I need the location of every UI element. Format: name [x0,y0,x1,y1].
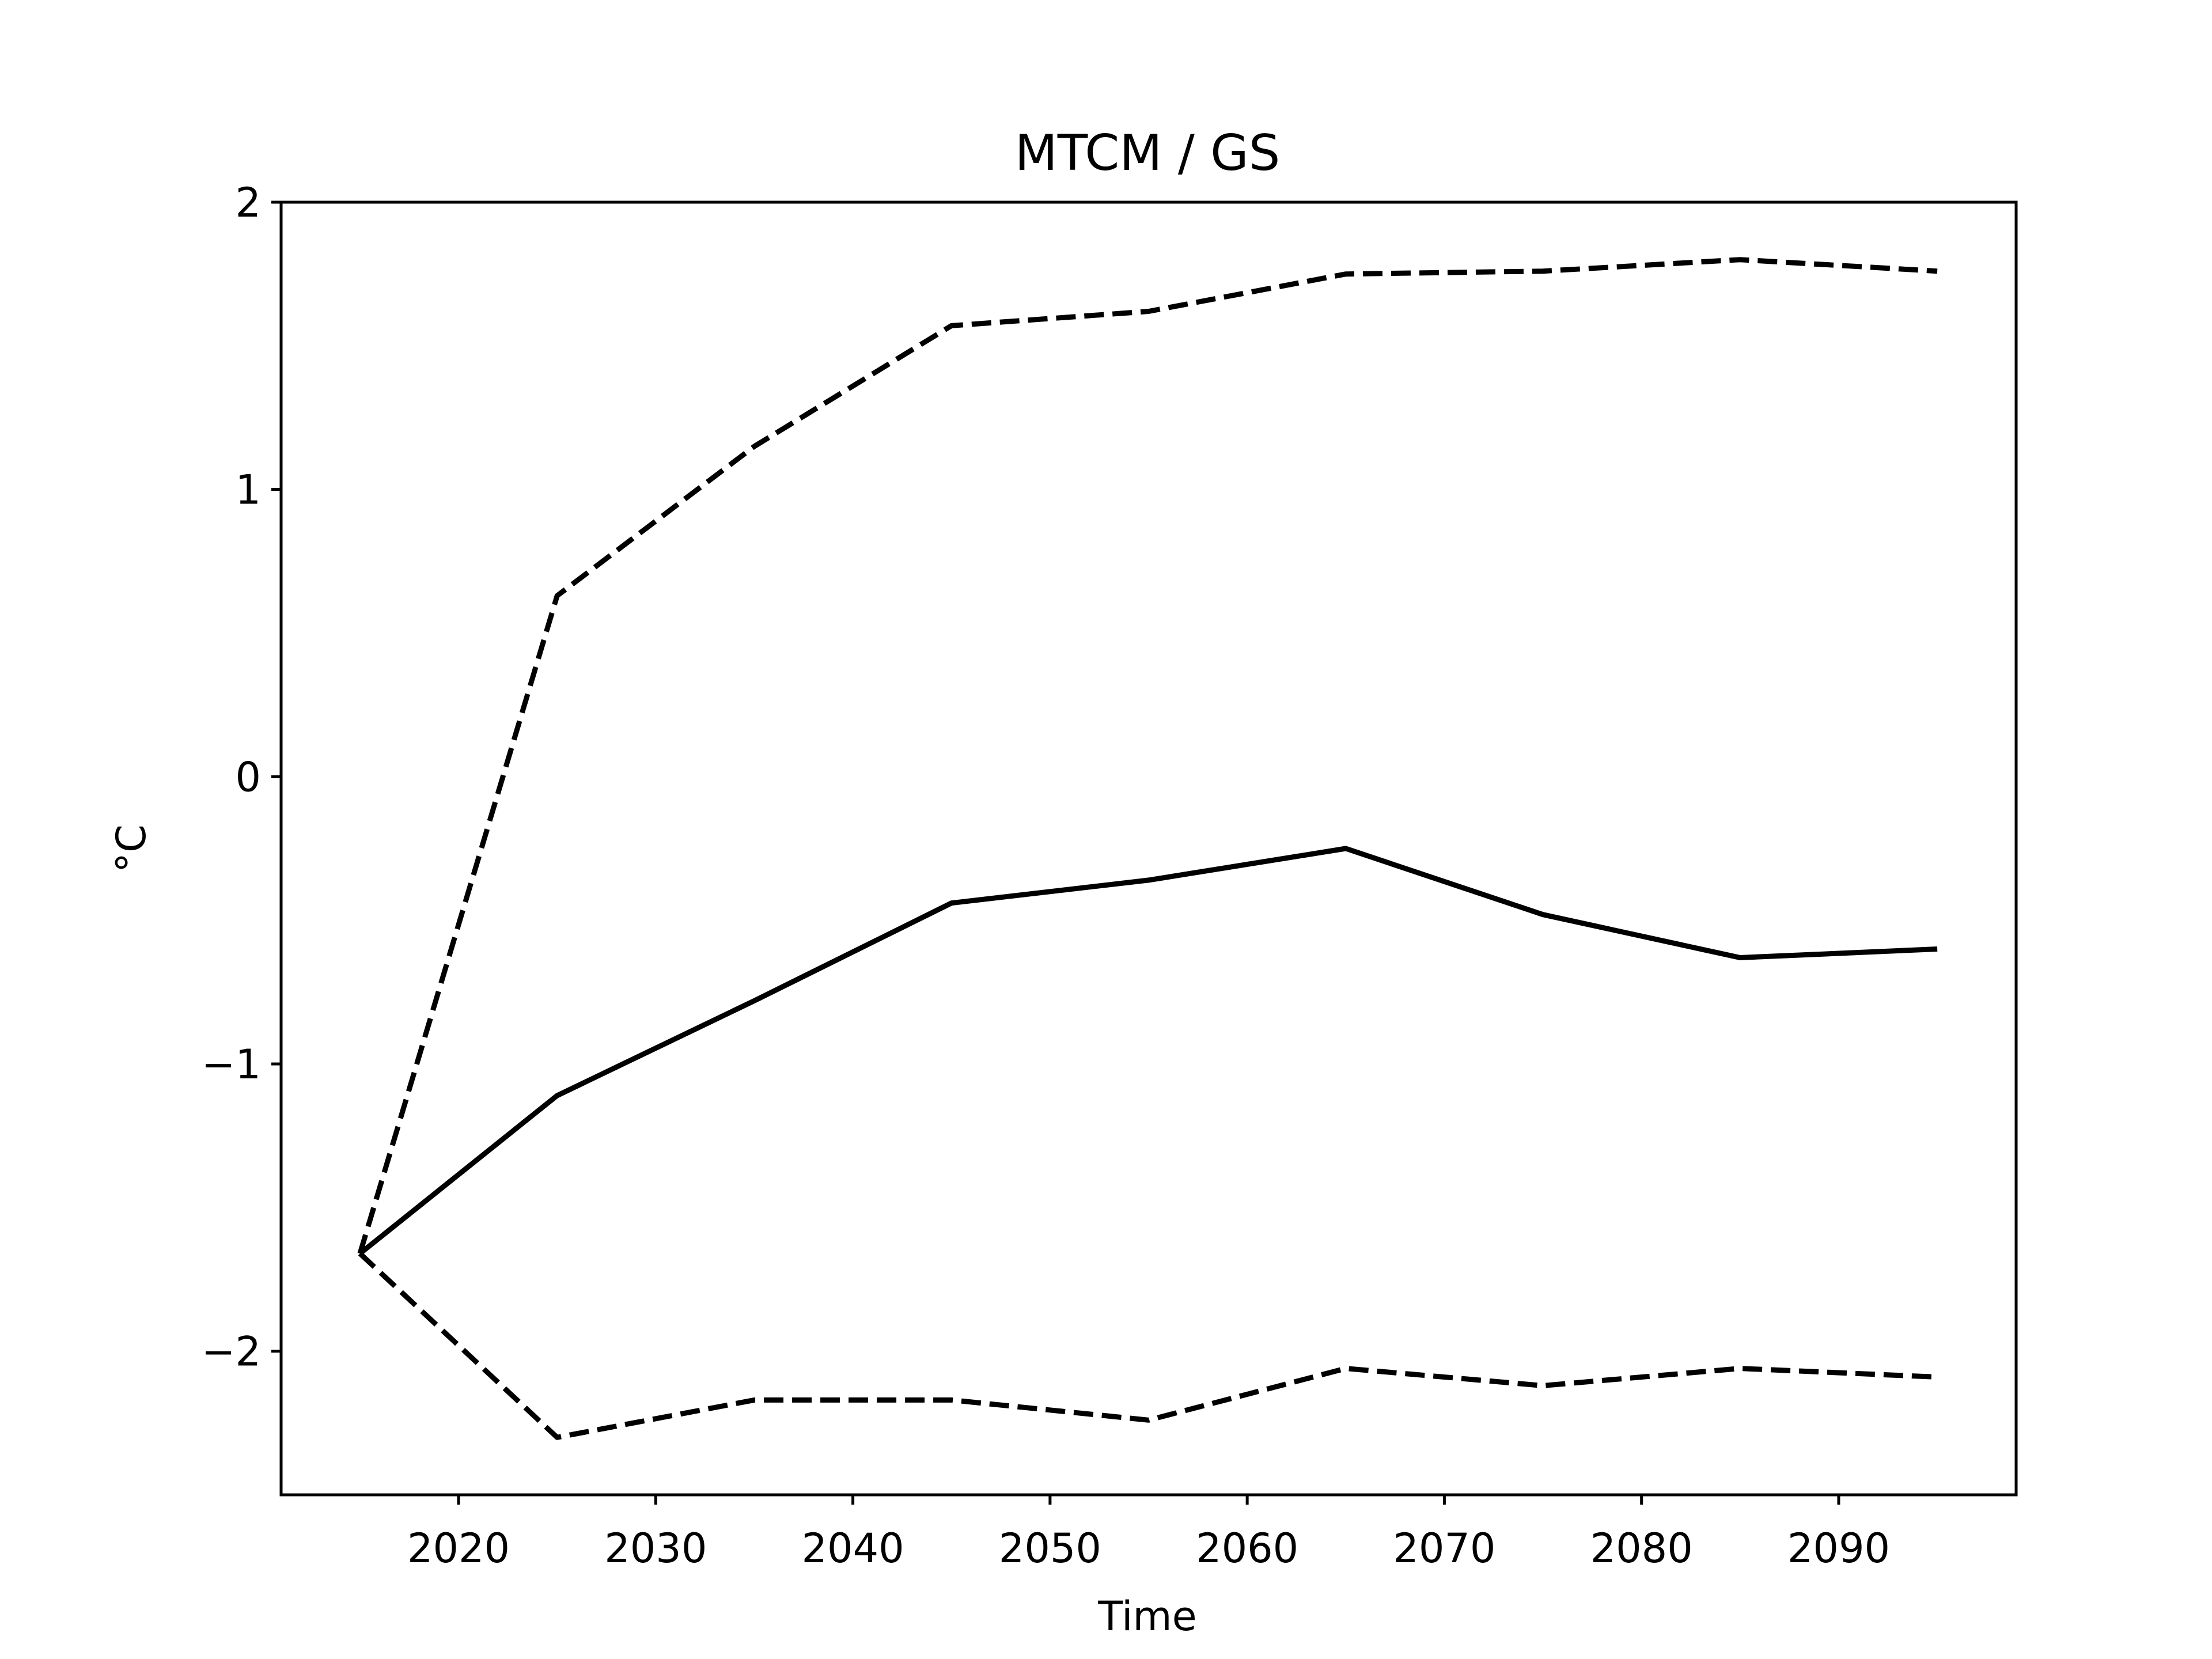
x-tick-label: 2080 [1590,1525,1693,1572]
x-tick-label: 2070 [1393,1525,1495,1572]
plot-frame [279,200,2018,1497]
y-axis-label: °C [108,824,155,873]
x-axis-label: Time [1097,1593,1196,1640]
x-axis: 2020 2030 2040 2050 2060 2070 2080 2090 [407,1495,1890,1572]
y-axis: −2 −1 0 1 2 [202,179,281,1376]
series-line-0 [358,846,1938,1256]
x-tick-label: 2050 [999,1525,1101,1572]
x-tick-label: 2020 [407,1525,510,1572]
series-line-2 [358,1251,1938,1440]
y-tick-label: −1 [202,1041,261,1088]
x-tick-label: 2060 [1196,1525,1298,1572]
x-tick-label: 2040 [802,1525,904,1572]
chart-title: MTCM / GS [1015,124,1281,182]
y-tick-label: −2 [202,1328,261,1376]
x-tick-label: 2090 [1787,1525,1890,1572]
y-tick-label: 0 [235,753,261,801]
series-line-1 [357,257,1938,1255]
y-tick-label: 2 [235,179,261,226]
series-lines [357,257,1938,1440]
y-tick-label: 1 [235,467,261,514]
x-tick-label: 2030 [604,1525,707,1572]
